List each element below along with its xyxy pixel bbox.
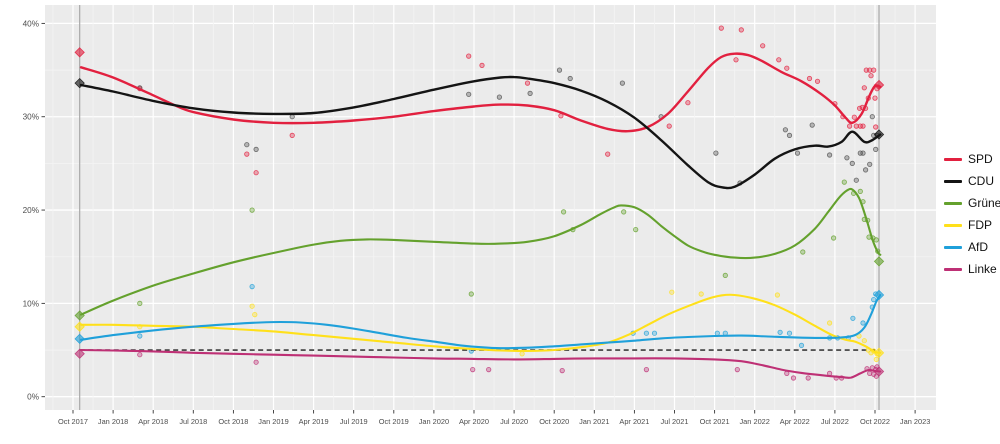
svg-text:Oct 2020: Oct 2020: [539, 417, 569, 426]
election-result-markers-spd: [74, 47, 885, 91]
svg-text:Apr 2021: Apr 2021: [619, 417, 649, 426]
svg-text:Jul 2020: Jul 2020: [500, 417, 528, 426]
election-result-markers-fdp: [74, 321, 885, 359]
legend-swatch-grüne: [944, 201, 962, 205]
svg-text:Oct 2018: Oct 2018: [218, 417, 248, 426]
legend-label-afd: AfD: [968, 240, 989, 254]
chart-legend: SPD CDU Grüne FDP AfD Linke: [944, 152, 1000, 276]
trend-line-fdp: [79, 293, 882, 354]
trend-line-grüne: [79, 187, 882, 316]
legend-swatch-afd: [944, 245, 962, 249]
poll-points-cdu: [137, 67, 880, 186]
legend-swatch-cdu: [944, 179, 962, 183]
legend-item-grüne: Grüne: [944, 196, 1000, 210]
legend-swatch-linke: [944, 267, 962, 271]
svg-text:30%: 30%: [23, 113, 39, 122]
svg-text:Jul 2021: Jul 2021: [661, 417, 689, 426]
trend-line-afd: [79, 293, 882, 350]
legend-label-cdu: CDU: [968, 174, 994, 188]
legend-item-linke: Linke: [944, 262, 1000, 276]
election-result-markers-afd: [74, 289, 885, 345]
svg-text:Jul 2018: Jul 2018: [179, 417, 207, 426]
legend-item-cdu: CDU: [944, 174, 1000, 188]
svg-text:Apr 2020: Apr 2020: [459, 417, 489, 426]
svg-text:Jan 2019: Jan 2019: [258, 417, 288, 426]
svg-text:10%: 10%: [23, 299, 39, 308]
trend-line-cdu: [79, 75, 882, 190]
svg-text:20%: 20%: [23, 206, 39, 215]
svg-text:Oct 2017: Oct 2017: [58, 417, 88, 426]
svg-text:Oct 2019: Oct 2019: [379, 417, 409, 426]
svg-text:Jan 2023: Jan 2023: [900, 417, 930, 426]
legend-label-spd: SPD: [968, 152, 993, 166]
svg-text:Apr 2018: Apr 2018: [138, 417, 168, 426]
svg-text:0%: 0%: [27, 393, 39, 402]
legend-item-fdp: FDP: [944, 218, 1000, 232]
svg-text:Jul 2019: Jul 2019: [340, 417, 368, 426]
gridlines: [45, 5, 936, 410]
y-axis: 0% 10% 20% 30% 40%: [23, 19, 45, 402]
svg-text:Oct 2022: Oct 2022: [860, 417, 890, 426]
legend-item-spd: SPD: [944, 152, 1000, 166]
svg-text:Jan 2021: Jan 2021: [579, 417, 609, 426]
legend-swatch-fdp: [944, 223, 962, 227]
poll-points-afd: [137, 283, 879, 354]
svg-text:40%: 40%: [23, 19, 39, 28]
svg-text:Jan 2018: Jan 2018: [98, 417, 128, 426]
election-result-markers-grüne: [74, 256, 885, 321]
poll-points-linke: [137, 352, 880, 381]
legend-label-fdp: FDP: [968, 218, 992, 232]
legend-label-grüne: Grüne: [968, 196, 1000, 210]
legend-label-linke: Linke: [968, 262, 997, 276]
election-result-markers-linke: [74, 348, 885, 377]
svg-text:Jan 2020: Jan 2020: [419, 417, 449, 426]
x-axis: Oct 2017 Jan 2018 Apr 2018 Jul 2018 Oct 2018…: [58, 410, 930, 426]
svg-text:Oct 2021: Oct 2021: [700, 417, 730, 426]
svg-text:Apr 2019: Apr 2019: [299, 417, 329, 426]
election-result-markers-cdu: [74, 77, 885, 140]
svg-text:Apr 2022: Apr 2022: [780, 417, 810, 426]
trend-line-linke: [79, 348, 882, 379]
svg-text:Jan 2022: Jan 2022: [739, 417, 769, 426]
legend-item-afd: AfD: [944, 240, 1000, 254]
svg-text:Jul 2022: Jul 2022: [821, 417, 849, 426]
legend-swatch-spd: [944, 157, 962, 161]
trend-line-spd: [79, 52, 882, 133]
